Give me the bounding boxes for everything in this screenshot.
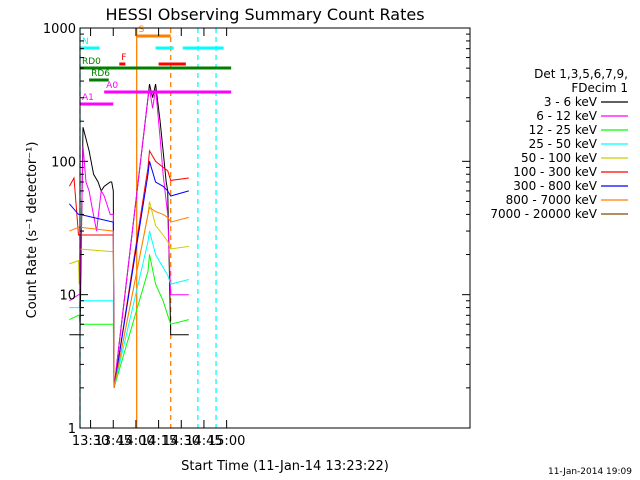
- x-tick-label-4: 14:30: [163, 434, 200, 449]
- legend-label-2: 12 - 25 keV: [529, 123, 598, 137]
- series-line-2: [69, 254, 189, 389]
- series-line-3: [69, 230, 189, 389]
- flag-label-6: A1: [82, 93, 94, 103]
- x-axis-label: Start Time (11-Jan-14 13:23:22): [181, 459, 389, 474]
- x-tick-label-3: 14:15: [140, 434, 177, 449]
- flag-label-4: RD6: [91, 69, 110, 79]
- legend-header-1: FDecim 1: [571, 81, 628, 95]
- y-tick-label-1: 10: [59, 289, 76, 304]
- legend-label-8: 7000 - 20000 keV: [490, 207, 597, 221]
- y-axis-label: Count Rate (s⁻¹ detector⁻¹): [25, 142, 40, 319]
- legend-label-5: 100 - 300 keV: [513, 165, 597, 179]
- x-tick-label-6: 15:00: [208, 434, 245, 449]
- series-line-1: [69, 88, 189, 388]
- series-line-6: [69, 161, 189, 388]
- legend-label-4: 50 - 100 keV: [521, 151, 598, 165]
- legend-label-7: 800 - 7000 keV: [506, 193, 598, 207]
- x-tick-label-5: 14:45: [185, 434, 222, 449]
- flag-label-3: RD0: [82, 57, 101, 67]
- footer-timestamp: 11-Jan-2014 19:09: [548, 467, 632, 477]
- series-line-5: [68, 149, 189, 388]
- x-tick-label-0: 13:30: [72, 434, 109, 449]
- flag-label-2: S: [139, 25, 145, 35]
- flag-label-0: N: [82, 37, 89, 47]
- y-tick-label-2: 100: [51, 155, 76, 170]
- y-tick-label-3: 1000: [43, 22, 76, 37]
- legend-label-0: 3 - 6 keV: [544, 95, 598, 109]
- legend-header-0: Det 1,3,5,6,7,9,: [534, 67, 628, 81]
- flag-label-1: F: [121, 53, 126, 63]
- legend-label-6: 300 - 800 keV: [513, 179, 597, 193]
- x-tick-label-1: 13:45: [95, 434, 132, 449]
- flag-label-5: A0: [106, 81, 118, 91]
- chart-title: HESSI Observing Summary Count Rates: [105, 5, 424, 24]
- plot-frame: [79, 27, 471, 429]
- series-line-7: [69, 206, 189, 388]
- x-tick-label-2: 14:00: [117, 434, 154, 449]
- legend-label-1: 6 - 12 keV: [536, 109, 598, 123]
- y-tick-label-0: 1: [68, 422, 76, 437]
- legend-label-3: 25 - 50 keV: [529, 137, 598, 151]
